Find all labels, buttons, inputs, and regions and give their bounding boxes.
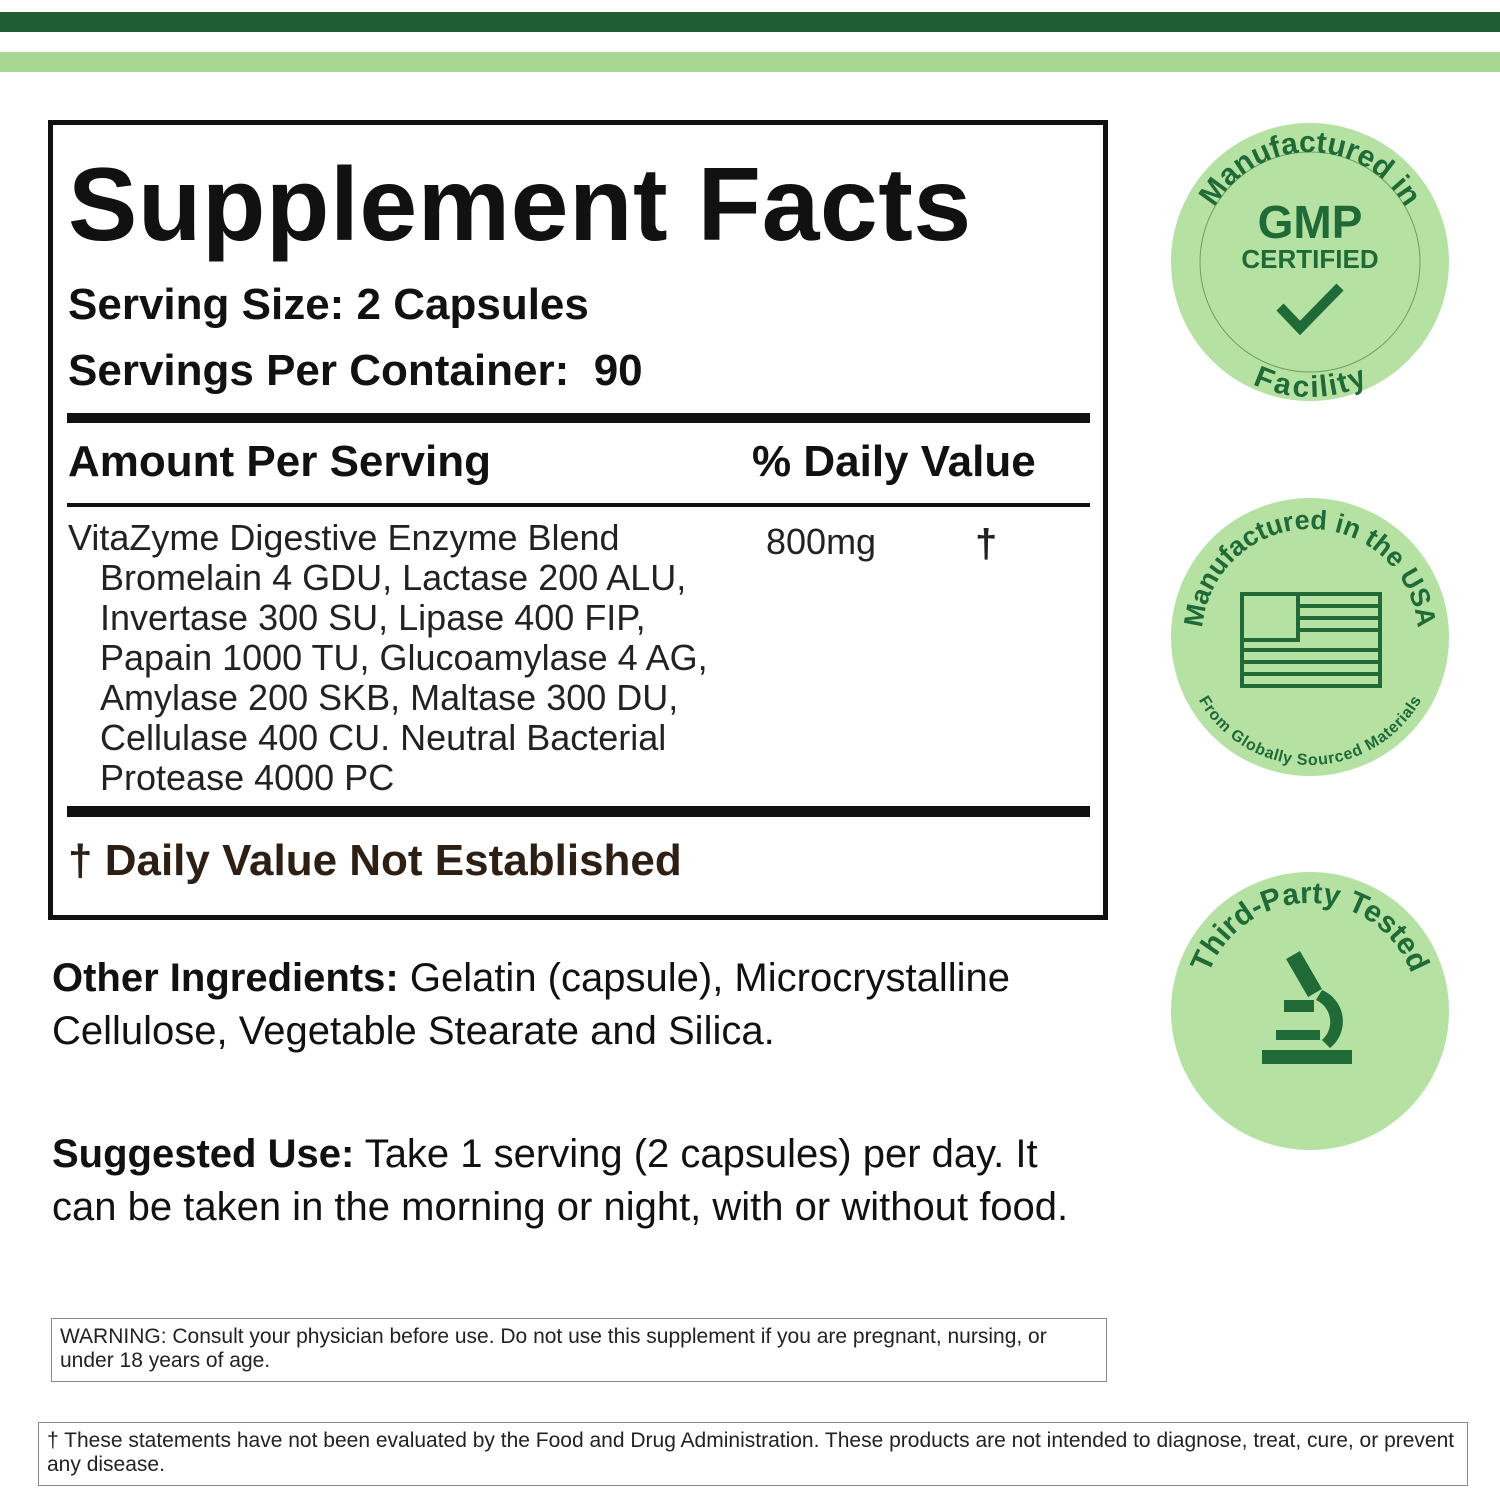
tested-badge: Third-Party Tested: [1171, 872, 1449, 1150]
blend-line: Cellulase 400 CU. Neutral Bacterial: [100, 717, 667, 758]
facts-title: Supplement Facts: [68, 147, 972, 263]
blend-line: Invertase 300 SU, Lipase 400 FIP,: [100, 597, 646, 638]
warning: WARNING: Consult your physician before u…: [51, 1318, 1107, 1382]
badges: Manufactured in GMP CERTIFIED Facility M…: [1171, 123, 1449, 1150]
amount-header: Amount Per Serving: [68, 437, 491, 486]
disclaimer: † These statements have not been evaluat…: [38, 1422, 1468, 1486]
other-ingredients-text: Gelatin (capsule), Microcrystalline Cell…: [52, 956, 1011, 1053]
serving-size: Serving Size: 2 Capsules: [68, 280, 589, 329]
badge-circle: [1171, 498, 1449, 776]
microscope-icon: [1262, 950, 1352, 1064]
thick-rule: [67, 413, 1090, 423]
facts-panel: [48, 120, 1108, 920]
thin-rule: [67, 503, 1090, 507]
blend-line: Bromelain 4 GDU, Lactase 200 ALU,: [100, 557, 687, 598]
top-stripe-light: [0, 52, 1500, 72]
usa-badge: Manufactured in the USA From Globally So…: [1171, 498, 1449, 776]
suggested-use-label: Suggested Use:: [52, 1132, 355, 1176]
blend-amount: 800mg: [766, 521, 877, 562]
blend-line: Papain 1000 TU, Glucoamylase 4 AG,: [100, 637, 708, 678]
blend-line: Protease 4000 PC: [100, 757, 395, 798]
other-ingredients: Other Ingredients: Gelatin (capsule), Mi…: [52, 952, 1052, 1058]
gmp-badge: Manufactured in GMP CERTIFIED Facility: [1171, 123, 1449, 404]
dv-header: % Daily Value: [752, 437, 1036, 486]
blend: VitaZyme Digestive Enzyme Blend Bromelai…: [68, 518, 708, 798]
footnote: † Daily Value Not Established: [68, 836, 682, 885]
badge-ring: [1199, 151, 1421, 373]
flag-icon: [1240, 592, 1382, 688]
top-stripe-dark: [0, 12, 1500, 32]
suggested-use-text: Take 1 serving (2 capsules) per day. It …: [52, 1132, 1069, 1229]
badge-circle: [1171, 123, 1449, 401]
blend-line: Amylase 200 SKB, Maltase 300 DU,: [100, 677, 679, 718]
check-icon: [1276, 283, 1344, 336]
thick-rule: [67, 806, 1090, 817]
blend-dv: †: [975, 522, 998, 566]
servings-per-container: Servings Per Container: 90: [68, 346, 643, 395]
blend-name: VitaZyme Digestive Enzyme Blend: [68, 517, 620, 558]
badge-main: GMP: [1258, 196, 1363, 248]
suggested-use: Suggested Use: Take 1 serving (2 capsule…: [52, 1128, 1102, 1234]
other-ingredients-label: Other Ingredients:: [52, 956, 399, 1000]
badge-sub: CERTIFIED: [1241, 244, 1378, 274]
